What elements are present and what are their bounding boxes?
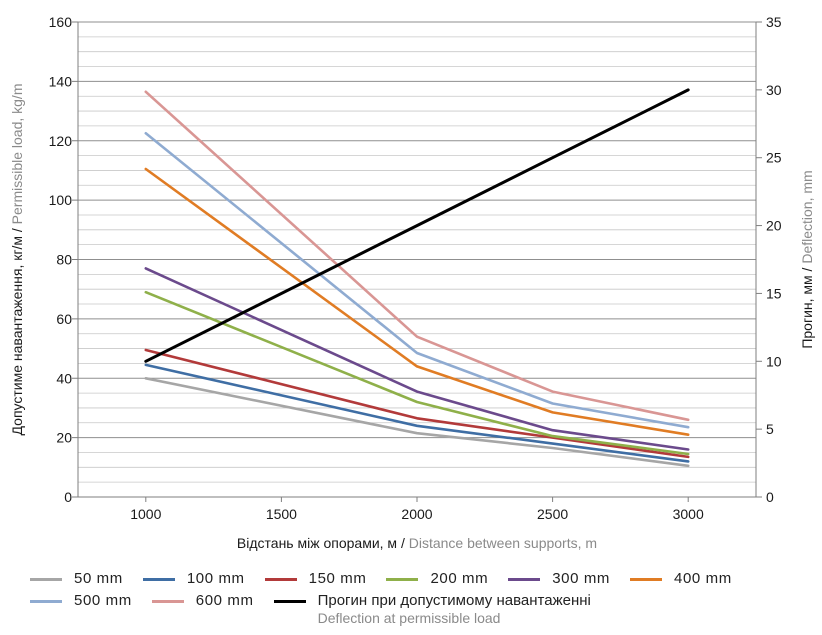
legend-label-400mm: 400 mm [674, 570, 732, 587]
x-tick-label: 1500 [266, 506, 297, 522]
series-line-0 [144, 376, 690, 468]
series-line-4 [144, 267, 690, 451]
legend-swatch-500mm [30, 600, 62, 603]
legend-row-2: 500 mm 600 mm Прогин при допустимому нав… [30, 592, 810, 626]
legend-label-600mm: 600 mm [195, 592, 254, 609]
legend-label-deflection-block: Прогин при допустимому навантаженні Defl… [318, 592, 591, 626]
legend-item-50mm: 50 mm [30, 570, 123, 587]
legend-item-150mm: 150 mm [264, 570, 367, 587]
series-line-2 [144, 348, 690, 459]
y-axis-left-label: Допустиме навантаження, кг/м / Permissib… [9, 84, 25, 436]
series-line-8 [144, 88, 690, 363]
y-left-tick-label: 80 [56, 252, 72, 268]
legend-swatch-50mm [30, 578, 62, 581]
y-left-tick-label: 120 [49, 133, 73, 149]
legend: 50 mm 100 mm 150 mm 200 mm 300 mm 400 mm… [30, 570, 810, 626]
x-axis-label: Відстань між опорами, м / Distance betwe… [237, 535, 597, 551]
series-line-1 [144, 363, 690, 463]
legend-row-1: 50 mm 100 mm 150 mm 200 mm 300 mm 400 mm [30, 570, 810, 592]
legend-item-400mm: 400 mm [630, 570, 732, 587]
y-right-tick-label: 25 [766, 150, 782, 166]
legend-item-600mm: 600 mm [151, 592, 254, 609]
y-left-tick-label: 60 [56, 311, 72, 327]
legend-label-deflection-sub: Deflection at permissible load [317, 610, 501, 626]
legend-label-300mm: 300 mm [552, 570, 611, 587]
legend-swatch-400mm [630, 578, 663, 581]
legend-swatch-300mm [508, 578, 541, 581]
y-right-tick-label: 10 [766, 353, 782, 369]
y-left-tick-label: 160 [49, 14, 73, 30]
chart: 0 20 40 60 80 100 120 140 160 0 5 10 15 20 25 30 35 1000 1… [9, 14, 815, 551]
y-right-tick-label: 5 [766, 421, 774, 437]
legend-swatch-200mm [386, 578, 419, 581]
series-line-5 [144, 167, 690, 437]
legend-label-200mm: 200 mm [430, 570, 489, 587]
legend-item-300mm: 300 mm [508, 570, 610, 587]
legend-label-150mm: 150 mm [308, 570, 367, 587]
y-right-tick-label: 15 [766, 285, 782, 301]
y-left-tick-label: 140 [49, 73, 73, 89]
y-left-tick-label: 0 [64, 489, 72, 505]
legend-swatch-150mm [264, 578, 297, 581]
y-right-tick-label: 35 [766, 14, 782, 30]
y-right-tick-label: 0 [766, 489, 774, 505]
legend-label-100mm: 100 mm [186, 570, 245, 587]
x-tick-label: 2000 [401, 506, 432, 522]
legend-label-500mm: 500 mm [74, 592, 132, 609]
legend-swatch-100mm [142, 578, 175, 581]
legend-label-deflection: Прогин при допустимому навантаженні [317, 592, 591, 609]
legend-item-100mm: 100 mm [142, 570, 245, 587]
legend-swatch-600mm [151, 600, 184, 603]
legend-swatch-deflection [273, 600, 306, 603]
legend-item-200mm: 200 mm [386, 570, 488, 587]
y-left-tick-label: 40 [56, 370, 72, 386]
x-tick-label: 2500 [537, 506, 568, 522]
y-right-tick-label: 20 [766, 218, 782, 234]
legend-item-deflection: Прогин при допустимому навантаженні Defl… [273, 592, 591, 626]
series-line-6 [144, 132, 690, 429]
y-right-tick-label: 30 [766, 82, 782, 98]
legend-item-500mm: 500 mm [30, 592, 132, 609]
series-line-3 [144, 290, 690, 456]
y-left-tick-label: 100 [49, 192, 73, 208]
legend-label-50mm: 50 mm [74, 570, 123, 587]
x-tick-label: 1000 [130, 506, 161, 522]
y-axis-right-label: Прогин, мм / Deflection, mm [799, 170, 815, 348]
x-tick-label: 3000 [673, 506, 704, 522]
series-line-7 [144, 90, 690, 422]
y-left-tick-label: 20 [56, 430, 72, 446]
